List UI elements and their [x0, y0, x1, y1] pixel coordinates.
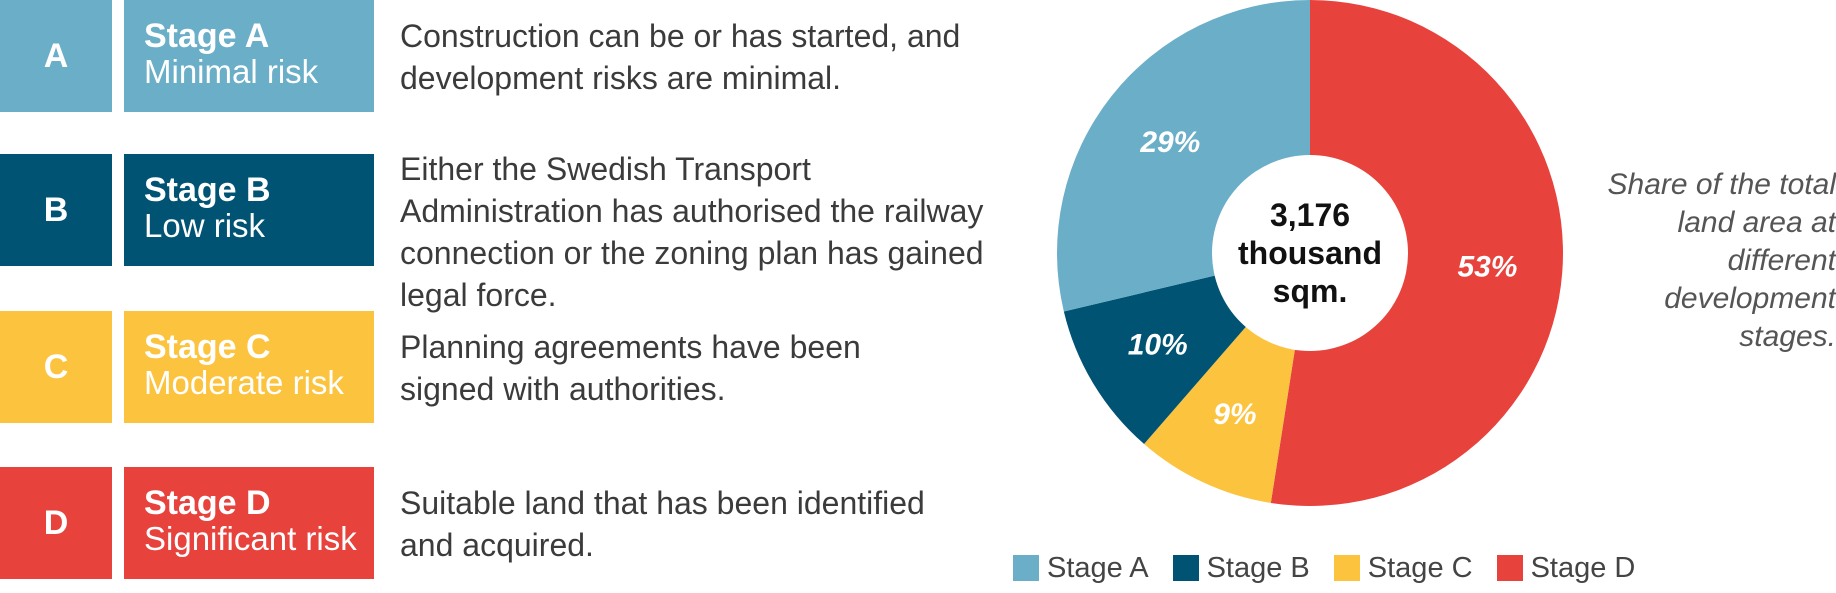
- stage-b-name: Stage B: [144, 171, 271, 209]
- stage-row-a: A Stage A Minimal risk Construction can …: [0, 0, 1000, 112]
- legend-swatch-stage-c: [1333, 555, 1360, 581]
- stage-row-c: C Stage C Moderate risk Planning agreeme…: [0, 311, 1000, 423]
- legend-label-stage-c: Stage C: [1367, 551, 1473, 584]
- slice-label-stage-d: 53%: [1457, 250, 1517, 283]
- slice-label-stage-a: 29%: [1139, 126, 1200, 159]
- side-note: Share of the total land area at differen…: [1607, 168, 1836, 353]
- stage-row-d: D Stage D Significant risk Suitable land…: [0, 467, 1000, 579]
- stage-c-box: Stage C Moderate risk: [124, 311, 374, 423]
- stage-b-risk: Low risk: [144, 207, 266, 244]
- stage-b-box: Stage B Low risk: [124, 154, 374, 266]
- stage-c-letter-box: C: [0, 311, 112, 423]
- stage-c-description: Planning agreements have been signed wit…: [400, 329, 861, 407]
- stage-a-letter-box: A: [0, 0, 112, 112]
- stage-c-letter: C: [43, 347, 69, 386]
- stage-c-name: Stage C: [144, 328, 271, 366]
- legend-swatch-stage-d: [1496, 555, 1523, 581]
- legend-item-stage-b: Stage B: [1172, 551, 1310, 585]
- stage-d-description: Suitable land that has been identified a…: [400, 485, 925, 563]
- stage-b-description: Either the Swedish Transport Administrat…: [400, 151, 984, 313]
- legend-swatch-stage-b: [1172, 555, 1199, 581]
- center-label-line-3: sqm.: [1273, 273, 1348, 309]
- stage-c-risk: Moderate risk: [144, 364, 344, 401]
- stage-b-letter: B: [43, 190, 69, 229]
- stage-a-risk: Minimal risk: [144, 53, 319, 90]
- stage-d-box: Stage D Significant risk: [124, 467, 374, 579]
- chart-legend: Stage A Stage B Stage C Stage D: [1013, 550, 1635, 586]
- slice-label-stage-b: 10%: [1128, 329, 1188, 362]
- legend-label-stage-d: Stage D: [1530, 551, 1636, 584]
- center-label-line-1: 3,176: [1270, 197, 1350, 233]
- legend-item-stage-c: Stage C: [1333, 551, 1473, 585]
- stage-d-letter: D: [43, 503, 69, 542]
- stage-a-name: Stage A: [144, 17, 270, 55]
- legend-label-stage-a: Stage A: [1047, 551, 1149, 584]
- legend-item-stage-d: Stage D: [1496, 551, 1636, 585]
- stage-a-description: Construction can be or has started, and …: [400, 18, 961, 96]
- stage-a-box: Stage A Minimal risk: [124, 0, 374, 112]
- stage-a-letter: A: [43, 36, 69, 75]
- slice-stage-d: [1270, 0, 1563, 506]
- slice-label-stage-c: 9%: [1213, 398, 1256, 431]
- stage-d-letter-box: D: [0, 467, 112, 579]
- stage-d-name: Stage D: [144, 484, 271, 522]
- stage-b-letter-box: B: [0, 154, 112, 266]
- legend-swatch-stage-a: [1013, 555, 1039, 581]
- center-label-line-2: thousand: [1238, 235, 1382, 271]
- stage-row-b: B Stage B Low risk Either the Swedish Tr…: [0, 151, 1000, 313]
- legend-item-stage-a: Stage A: [1013, 552, 1149, 585]
- legend-label-stage-b: Stage B: [1206, 551, 1310, 584]
- donut-hole: [1212, 155, 1408, 351]
- stage-d-risk: Significant risk: [144, 520, 357, 557]
